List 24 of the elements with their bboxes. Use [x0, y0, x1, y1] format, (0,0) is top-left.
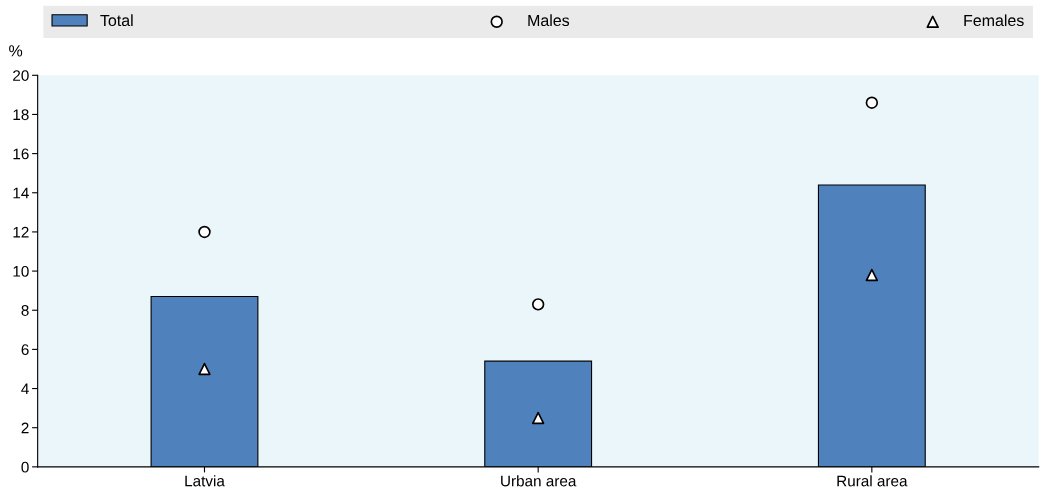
x-tick-label: Latvia: [185, 475, 225, 487]
y-tick-label: 2: [21, 422, 29, 434]
x-tick-label: Rural area: [837, 475, 908, 487]
point: [531, 298, 545, 311]
point: [865, 96, 879, 109]
y-tick-label: 14: [13, 187, 29, 199]
y-tick-label: 6: [21, 344, 29, 356]
x-tick-label: Urban area: [501, 475, 577, 487]
y-tick-label: 10: [13, 265, 29, 277]
point: [531, 411, 545, 425]
y-tick-label: 0: [21, 461, 29, 473]
legend-label: Males: [528, 14, 570, 27]
y-tick-label: 18: [13, 109, 29, 121]
legend-label: Total: [100, 14, 133, 27]
y-tick-label: 8: [21, 305, 29, 316]
y-tick-label: 4: [21, 383, 29, 395]
y-tick-label: 12: [13, 226, 29, 238]
point: [198, 225, 211, 239]
point: [865, 268, 879, 282]
point: [198, 362, 211, 376]
y-tick-label: 20: [13, 70, 29, 81]
y-axis-title: %: [9, 45, 23, 57]
y-tick-label: 16: [13, 148, 29, 160]
legend-label: Females: [964, 14, 1024, 27]
